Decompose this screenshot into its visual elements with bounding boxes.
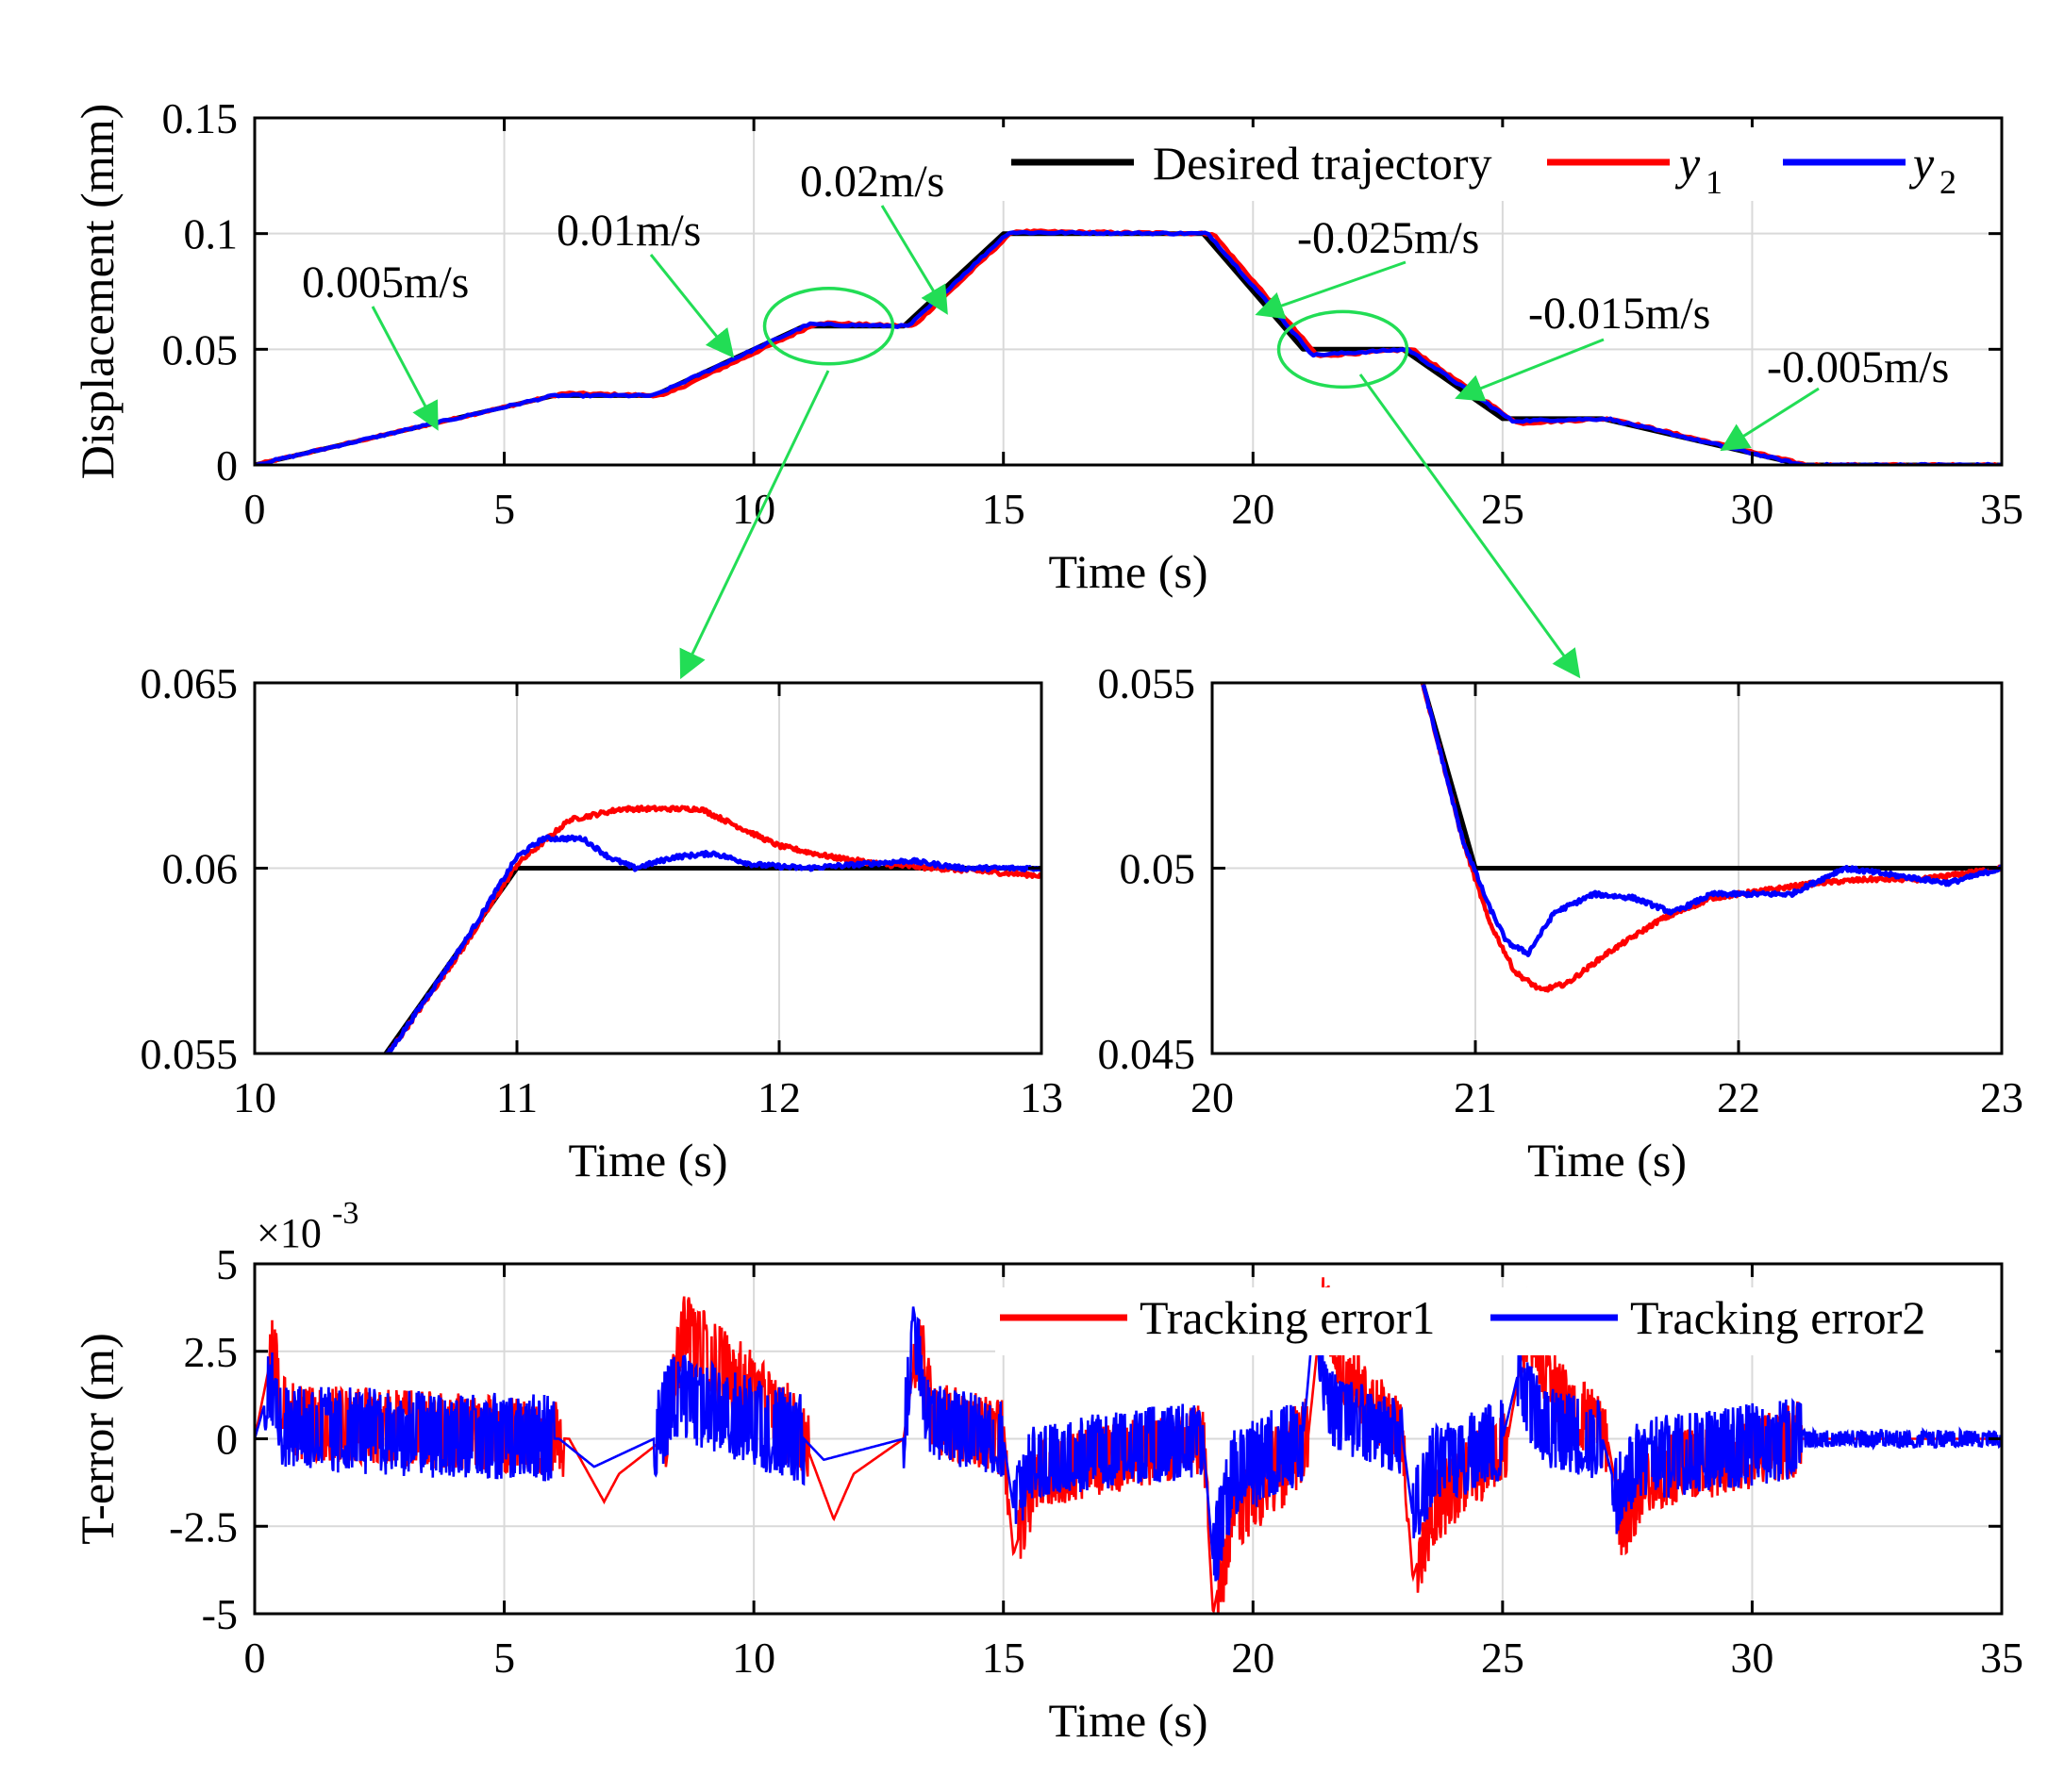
y-tick-label-3: 0.15	[162, 94, 239, 142]
legend-label-0: Desired trajectory	[1153, 137, 1492, 190]
legend-label-2: y	[1908, 137, 1935, 190]
zoom-ellipse-1	[762, 287, 895, 366]
x-tick-label-0: 10	[233, 1073, 276, 1121]
arrow-2	[880, 205, 948, 315]
zoom-ellipse-2	[1276, 309, 1409, 390]
x-tick-label-0: 0	[244, 485, 266, 533]
y-tick-label-0: 0.055	[141, 1030, 239, 1078]
x-tick-label-7: 35	[1980, 485, 2023, 533]
x-tick-label-0: 0	[244, 1634, 266, 1682]
y-tick-label-0: 0.045	[1098, 1030, 1196, 1078]
x-tick-label-2: 22	[1717, 1073, 1760, 1121]
y-exponent-power: -3	[332, 1196, 358, 1231]
legend-label-1: y	[1674, 137, 1701, 190]
chart-tracking-error: 0 5 10 15 20 25 30 35 -5 -2.5 0 2.5 5 Time (s) T-error…	[71, 1196, 2023, 1747]
legend-subscript-1: 1	[1706, 163, 1723, 201]
y-exponent-base: ×10	[257, 1210, 322, 1256]
legend-error: Tracking error1 Tracking error2	[995, 1287, 1995, 1355]
legend-label-1: Tracking error2	[1630, 1291, 1925, 1344]
annotation-label-1: 0.01m/s	[557, 206, 701, 256]
arrow-1	[649, 254, 735, 358]
chart-zoom-10-13s: 10 11 12 13 0.055 0.06 0.065 Time (s)	[141, 659, 1064, 1186]
legend-subscript-2: 2	[1939, 163, 1956, 201]
series-tracking-error2-line	[255, 1306, 2002, 1582]
legend-background	[995, 1287, 1995, 1355]
zoom-connector-2	[1358, 373, 1581, 679]
annotation-label-3: -0.025m/s	[1297, 213, 1479, 263]
series-y2-line	[255, 229, 2002, 465]
x-tick-label-5: 25	[1481, 1634, 1524, 1682]
arrow-5	[1720, 387, 1820, 452]
y-tick-label-1: 0.05	[1120, 845, 1196, 893]
y-tick-label-1: -2.5	[169, 1502, 238, 1551]
x-tick-label-5: 25	[1481, 485, 1524, 533]
annotation-label-0: 0.005m/s	[302, 257, 469, 307]
x-axis-label: Time (s)	[1527, 1134, 1687, 1186]
x-tick-label-0: 20	[1190, 1073, 1234, 1121]
x-tick-label-6: 30	[1730, 485, 1773, 533]
legend-label-0: Tracking error1	[1140, 1291, 1435, 1344]
x-tick-label-1: 11	[496, 1073, 538, 1121]
series-y2-line	[1421, 683, 2002, 957]
y-tick-label-1: 0.05	[162, 325, 239, 373]
legend-top: Desired trajectory y 1 y 2	[990, 127, 1995, 201]
annotation-layer	[371, 205, 1820, 680]
arrow-4	[1455, 338, 1605, 402]
y-tick-label-4: 5	[216, 1240, 238, 1288]
x-axis-label: Time (s)	[1048, 545, 1207, 598]
y-tick-label-0: 0	[216, 441, 238, 489]
axes-frame	[253, 116, 2004, 467]
arrow-3	[1255, 260, 1407, 320]
y-tick-label-2: 0.065	[141, 659, 239, 707]
zoom-connector-1	[679, 370, 830, 680]
annotation-labels: 0.005m/s 0.01m/s 0.02m/s -0.025m/s -0.015m/s…	[302, 157, 1949, 392]
y-tick-label-2: 0.1	[184, 210, 239, 258]
x-tick-label-4: 20	[1231, 485, 1274, 533]
y-axis-label: T-error (m)	[71, 1333, 124, 1544]
y-tick-label-0: -5	[202, 1590, 238, 1638]
x-tick-label-7: 35	[1980, 1634, 2023, 1682]
chart-zoom-20-23s: 20 21 22 23 0.045 0.05 0.055 Time (s)	[1098, 659, 2024, 1186]
x-tick-label-2: 12	[757, 1073, 801, 1121]
x-tick-label-3: 15	[982, 1634, 1025, 1682]
annotation-label-2: 0.02m/s	[800, 157, 944, 207]
series-y2-line	[384, 834, 1041, 1054]
x-tick-label-4: 20	[1231, 1634, 1274, 1682]
y-tick-label-3: 2.5	[184, 1328, 239, 1376]
y-axis-label: Displacement (mm)	[71, 104, 124, 480]
annotation-label-4: -0.015m/s	[1528, 289, 1710, 339]
x-axis-label: Time (s)	[1048, 1694, 1207, 1747]
x-tick-label-6: 30	[1730, 1634, 1773, 1682]
x-tick-label-1: 5	[493, 485, 515, 533]
x-tick-label-3: 15	[982, 485, 1025, 533]
x-axis-label: Time (s)	[568, 1134, 727, 1186]
arrow-0	[371, 306, 439, 431]
y-tick-label-2: 0	[216, 1416, 238, 1464]
x-tick-label-1: 21	[1454, 1073, 1497, 1121]
y-tick-label-1: 0.06	[162, 845, 239, 893]
annotation-label-5: -0.005m/s	[1767, 342, 1949, 392]
x-tick-label-1: 5	[493, 1634, 515, 1682]
x-tick-label-3: 23	[1980, 1073, 2023, 1121]
y-tick-label-2: 0.055	[1098, 659, 1196, 707]
x-tick-label-2: 10	[732, 1634, 775, 1682]
x-tick-label-3: 13	[1020, 1073, 1063, 1121]
